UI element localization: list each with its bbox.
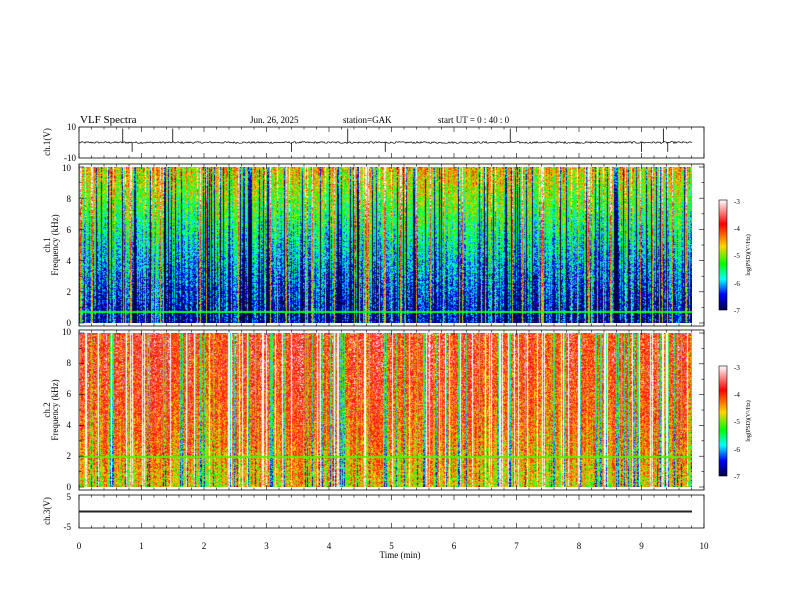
xtick-7: 7 [514,541,519,551]
ch2-ytick-8: 8 [67,358,72,368]
ch1-cbar-tick-m4: -4 [734,225,740,233]
xtick-5: 5 [389,541,394,551]
ch1-ytick-6: 6 [67,225,72,235]
station-label: station=GAK [343,115,392,125]
ch1-waveform-ylabel: ch.1(V) [42,128,52,156]
ch1-ytick-10: 10 [62,163,72,173]
ch1-spectrogram-image [79,167,692,323]
xtick-3: 3 [264,541,269,551]
xtick-2: 2 [202,541,207,551]
xtick-8: 8 [577,541,582,551]
ch2-ytick-4: 4 [67,420,72,430]
ch1-colorbar [718,199,728,311]
ch1-spectrogram-panel: 0 2 4 6 8 10 ch.1 Frequency (kHz) -3 -4 … [42,163,752,328]
ch1-colorbar-label: log(PSD)(V²/Hz) [745,234,752,275]
xtick-10: 10 [700,541,710,551]
ch3-ytick-bottom: -5 [64,522,72,532]
ch2-colorbar-label: log(PSD)(V²/Hz) [745,400,752,441]
ch2-spectrogram-yticks: 0 2 4 6 8 10 [62,327,72,492]
ch1-ytick-0: 0 [67,318,72,328]
ch1-ytick-4: 4 [67,256,72,266]
ch2-cbar-tick-m7: -7 [734,473,740,481]
figure-title: VLF Spectra [80,114,137,126]
ch1-waveform-spikes [122,128,669,152]
xtick-4: 4 [327,541,332,551]
ch2-spectrogram-ylabel-frequency: Frequency (kHz) [50,379,60,440]
ch2-colorbar-ticks: -3 -4 -5 -6 -7 [734,364,740,481]
ch2-ytick-2: 2 [67,451,72,461]
xtick-1: 1 [139,541,144,551]
start-time-label: start UT = 0 : 40 : 0 [438,115,510,125]
ch1-cbar-tick-m5: -5 [734,252,740,260]
ch2-cbar-tick-m4: -4 [734,391,740,399]
ch1-spectrogram-ylabel-channel: ch.1 [42,237,52,252]
time-axis-ticks: 0 1 2 3 4 5 6 7 8 9 10 [77,541,709,551]
ch1-cbar-tick-m7: -7 [734,307,740,315]
ch2-spectrogram-panel: 0 2 4 6 8 10 ch.2 Frequency (kHz) -3 -4 … [42,327,752,492]
ch1-ytick-2: 2 [67,287,72,297]
time-axis-label: Time (min) [380,550,421,560]
ch2-cbar-tick-m6: -6 [734,446,740,454]
ch2-cbar-tick-m3: -3 [734,364,740,372]
ch2-ytick-6: 6 [67,389,72,399]
date-label: Jun. 26, 2025 [250,115,299,125]
ch1-cbar-tick-m6: -6 [734,280,740,288]
ch2-colorbar [718,365,728,477]
ch2-ytick-10: 10 [62,327,72,337]
ch2-spectrogram-image [79,333,692,487]
ch2-ytick-0: 0 [67,482,72,492]
ch1-waveform-trace [78,140,693,145]
ch1-ytick-8: 8 [67,194,72,204]
ch2-cbar-tick-m5: -5 [734,418,740,426]
ch1-colorbar-ticks: -3 -4 -5 -6 -7 [734,198,740,315]
ch3-ytick-top: 5 [67,492,72,502]
xtick-6: 6 [452,541,457,551]
ch2-spectrogram-ylabel-channel: ch.2 [42,402,52,417]
ch1-ytick-bottom: -10 [64,153,76,163]
ch1-spectrogram-yticks: 0 2 4 6 8 10 [62,163,72,328]
ch1-spectrogram-ylabel-frequency: Frequency (kHz) [50,214,60,275]
xtick-9: 9 [639,541,644,551]
ch3-waveform-ylabel: ch.3(V) [42,497,52,525]
panel-tick-marks [78,127,705,528]
ch3-waveform-trace [79,510,692,513]
ch1-cbar-tick-m3: -3 [734,198,740,206]
xtick-0: 0 [77,541,82,551]
ch1-ytick-top: 10 [67,122,77,132]
